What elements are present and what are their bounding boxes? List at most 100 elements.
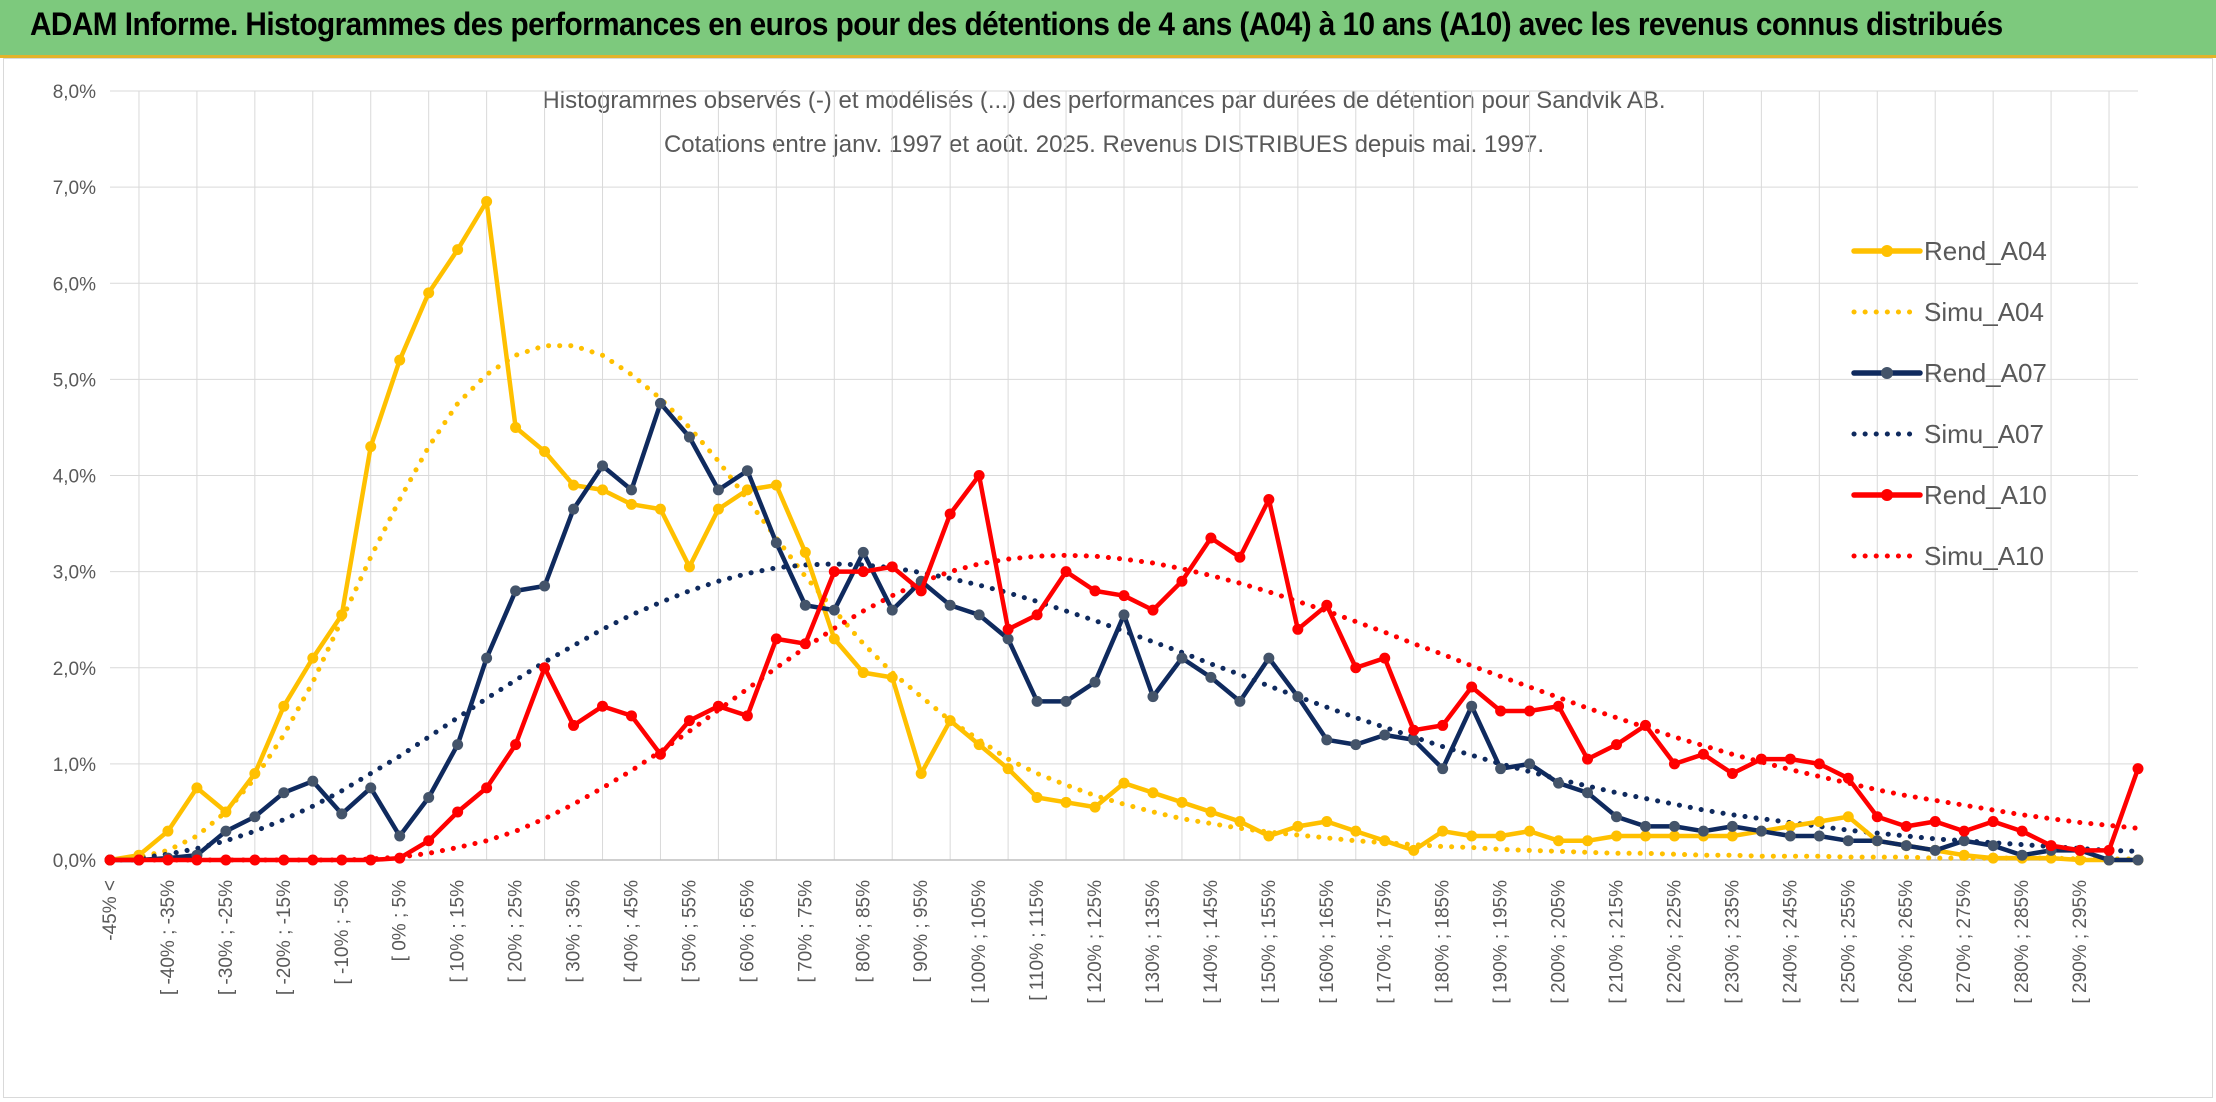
data-point-rend_a07 xyxy=(365,782,377,794)
data-point-rend_a10 xyxy=(394,852,406,864)
data-point-rend_a10 xyxy=(1437,719,1449,731)
data-point-rend_a07 xyxy=(568,503,580,515)
data-point-rend_a04 xyxy=(973,739,985,751)
data-point-rend_a10 xyxy=(1205,532,1217,544)
data-point-rend_a10 xyxy=(510,739,522,751)
x-tick-label: [ 80% ; 85% xyxy=(853,880,874,983)
data-point-rend_a07 xyxy=(2016,849,2028,861)
data-point-rend_a04 xyxy=(712,503,724,515)
data-point-rend_a04 xyxy=(365,441,377,453)
data-point-rend_a04 xyxy=(1350,825,1362,837)
data-point-rend_a04 xyxy=(452,244,464,256)
legend-label-simu_a07: Simu_A07 xyxy=(1924,419,2044,449)
data-point-rend_a04 xyxy=(1582,835,1594,847)
data-point-rend_a10 xyxy=(1697,748,1709,760)
data-point-rend_a10 xyxy=(2045,840,2057,852)
data-point-rend_a07 xyxy=(1582,787,1594,799)
data-point-rend_a07 xyxy=(2132,854,2144,866)
data-point-rend_a10 xyxy=(1147,604,1159,616)
chart-canvas: Histogrammes observés (-) et modélisés (… xyxy=(53,82,2144,1004)
data-point-rend_a04 xyxy=(1958,849,1970,861)
legend-marker-rend_a10 xyxy=(1881,489,1893,501)
legend-label-rend_a04: Rend_A04 xyxy=(1924,236,2047,266)
page-title: ADAM Informe. Histogrammes des performan… xyxy=(30,6,2003,42)
data-point-rend_a10 xyxy=(770,633,782,645)
data-point-rend_a04 xyxy=(799,546,811,558)
data-point-rend_a07 xyxy=(1929,844,1941,856)
data-point-rend_a07 xyxy=(799,599,811,611)
data-point-rend_a07 xyxy=(857,546,869,558)
data-point-rend_a07 xyxy=(481,652,493,664)
plot-area xyxy=(104,196,2144,866)
data-point-rend_a04 xyxy=(857,667,869,679)
data-point-rend_a04 xyxy=(2074,854,2086,866)
data-point-rend_a04 xyxy=(278,700,290,712)
data-point-rend_a07 xyxy=(1089,676,1101,688)
data-point-rend_a10 xyxy=(365,854,377,866)
data-point-rend_a04 xyxy=(191,782,203,794)
data-point-rend_a07 xyxy=(1408,734,1420,746)
data-point-rend_a07 xyxy=(1350,739,1362,751)
data-point-rend_a10 xyxy=(857,566,869,578)
data-point-rend_a04 xyxy=(1176,796,1188,808)
data-point-rend_a10 xyxy=(944,508,956,520)
x-tick-label: [ 50% ; 55% xyxy=(679,880,700,983)
data-point-rend_a10 xyxy=(249,854,261,866)
data-point-rend_a04 xyxy=(249,767,261,779)
data-point-rend_a04 xyxy=(1234,816,1246,828)
data-point-rend_a10 xyxy=(654,748,666,760)
data-point-rend_a04 xyxy=(162,825,174,837)
x-tick-label: [ 40% ; 45% xyxy=(621,880,642,983)
x-tick-label: [ 210% ; 215% xyxy=(1607,880,1628,1004)
data-point-rend_a10 xyxy=(1089,585,1101,597)
data-point-rend_a10 xyxy=(1176,575,1188,587)
data-point-rend_a10 xyxy=(1871,811,1883,823)
legend-label-rend_a10: Rend_A10 xyxy=(1924,480,2047,510)
data-point-rend_a10 xyxy=(481,782,493,794)
data-point-rend_a10 xyxy=(133,854,145,866)
y-tick-label: 5,0% xyxy=(53,370,96,391)
legend-label-rend_a07: Rend_A07 xyxy=(1924,358,2047,388)
data-point-rend_a07 xyxy=(973,609,985,621)
data-point-rend_a07 xyxy=(1292,691,1304,703)
data-point-rend_a10 xyxy=(1842,772,1854,784)
data-point-rend_a07 xyxy=(1755,825,1767,837)
x-tick-label: [ 240% ; 245% xyxy=(1780,880,1801,1004)
x-tick-label: [ 30% ; 35% xyxy=(564,880,585,983)
data-point-rend_a07 xyxy=(1871,835,1883,847)
data-point-rend_a10 xyxy=(1060,566,1072,578)
data-point-rend_a07 xyxy=(1813,830,1825,842)
legend: Rend_A04 Simu_A04 Rend_A07 Simu_A07 Rend_A10… xyxy=(1851,236,2047,571)
data-point-rend_a10 xyxy=(1755,753,1767,765)
data-point-rend_a04 xyxy=(1524,825,1536,837)
y-tick-label: 0,0% xyxy=(53,851,96,872)
y-axis-labels: 0,0% 1,0% 2,0% 3,0% 4,0% 5,0% 6,0% 7,0% 8,0% xyxy=(53,82,96,872)
data-point-rend_a04 xyxy=(1437,825,1449,837)
data-point-rend_a10 xyxy=(1929,816,1941,828)
data-point-rend_a10 xyxy=(307,854,319,866)
data-point-rend_a04 xyxy=(597,484,609,496)
data-point-rend_a04 xyxy=(1060,796,1072,808)
data-point-rend_a04 xyxy=(770,479,782,491)
data-point-rend_a10 xyxy=(1118,590,1130,602)
data-point-rend_a10 xyxy=(1379,652,1391,664)
x-tick-label: [ 130% ; 135% xyxy=(1143,880,1164,1004)
x-tick-label: [ 60% ; 65% xyxy=(737,880,758,983)
data-point-rend_a10 xyxy=(220,854,232,866)
data-point-rend_a04 xyxy=(220,806,232,818)
data-point-rend_a07 xyxy=(336,808,348,820)
data-point-rend_a10 xyxy=(1495,705,1507,717)
data-point-rend_a10 xyxy=(2074,844,2086,856)
data-point-rend_a04 xyxy=(481,196,493,208)
x-tick-label: [ 150% ; 155% xyxy=(1259,880,1280,1004)
data-point-rend_a07 xyxy=(1176,652,1188,664)
data-point-rend_a07 xyxy=(1466,700,1478,712)
data-point-rend_a10 xyxy=(741,710,753,722)
data-point-rend_a10 xyxy=(1813,758,1825,770)
data-point-rend_a04 xyxy=(1987,852,1999,864)
data-point-rend_a10 xyxy=(1726,767,1738,779)
data-point-rend_a07 xyxy=(770,537,782,549)
y-tick-label: 7,0% xyxy=(53,178,96,199)
chart-subtitle: Cotations entre janv. 1997 et août. 2025… xyxy=(664,131,1544,158)
data-point-rend_a10 xyxy=(336,854,348,866)
